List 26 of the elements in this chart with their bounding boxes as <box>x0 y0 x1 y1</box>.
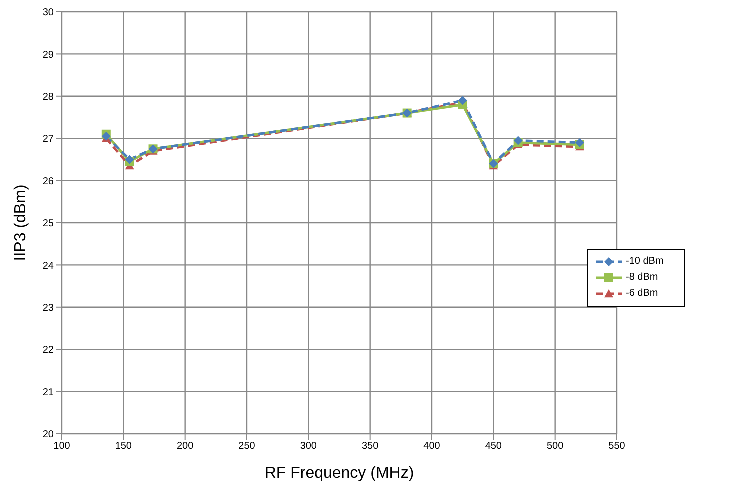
x-axis-title: RF Frequency (MHz) <box>264 465 414 482</box>
x-tick-label: 150 <box>115 441 132 452</box>
x-tick-label: 500 <box>546 441 564 452</box>
x-tick-label: 400 <box>424 441 441 452</box>
y-axis-title: IIP3 (dBm) <box>12 184 30 262</box>
y-tick-label: 28 <box>42 92 54 103</box>
y-tick-label: 22 <box>42 345 54 356</box>
x-tick-label: 300 <box>300 441 318 452</box>
x-tick-label: 250 <box>238 441 256 452</box>
legend-label: -8 dBm <box>626 271 658 285</box>
y-tick-label: 21 <box>42 387 54 398</box>
y-tick-label: 29 <box>42 50 54 61</box>
y-tick-label: 20 <box>42 430 54 441</box>
legend-label: -10 dBm <box>626 255 664 269</box>
legend-label: -6 dBm <box>626 287 658 301</box>
x-tick-label: 200 <box>176 441 194 452</box>
y-tick-label: 26 <box>42 176 54 188</box>
y-tick-label: 24 <box>42 260 54 272</box>
y-tick-label: 30 <box>42 8 54 19</box>
x-tick-label: 100 <box>54 441 71 452</box>
x-tick-label: 550 <box>608 441 626 452</box>
y-tick-label: 23 <box>42 302 54 314</box>
y-tick-label: 27 <box>42 134 54 146</box>
y-tick-label: 25 <box>42 218 54 230</box>
x-tick-label: 350 <box>362 441 380 452</box>
x-tick-label: 450 <box>485 441 502 452</box>
